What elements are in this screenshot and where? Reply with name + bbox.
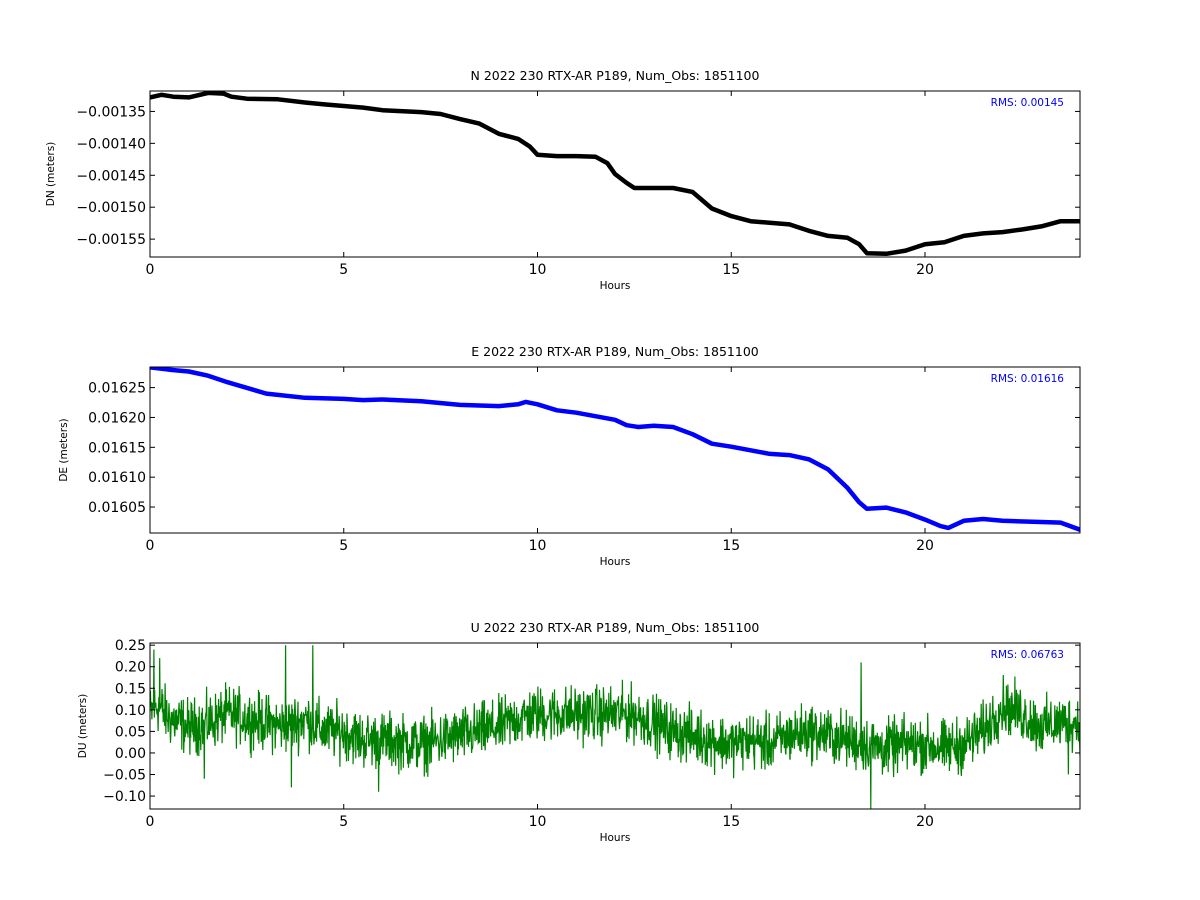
series-line-north [150, 91, 1080, 257]
y-tick-label: 0.01625 [88, 381, 146, 397]
y-tick-label: −0.00140 [76, 136, 146, 152]
x-tick-label: 15 [722, 814, 740, 830]
rms-annotation-east: RMS: 0.01616 [991, 373, 1065, 385]
chart-title-up: U 2022 230 RTX-AR P189, Num_Obs: 1851100 [471, 620, 760, 635]
x-tick-label: 10 [529, 538, 547, 554]
y-tick-label: 0.10 [115, 703, 146, 719]
x-tick-label: 10 [529, 262, 547, 278]
x-tick-label: 10 [529, 814, 547, 830]
x-tick-label: 0 [146, 814, 155, 830]
x-tick-label: 5 [339, 814, 348, 830]
axes-frame-up [149, 642, 1081, 810]
panel-up: 0 5 10 15 20 0.25 0.20 0.15 0.10 0.05 0.00 −0.05 −0.… [77, 620, 1081, 844]
series-line-up [150, 645, 1080, 809]
y-tick-label: −0.00145 [76, 168, 146, 184]
x-tick-label: 0 [146, 538, 155, 554]
y-tick-label: −0.10 [103, 789, 146, 805]
y-axis-label-up: DU (meters) [77, 694, 89, 758]
y-tick-label: 0.01605 [88, 500, 146, 516]
y-tick-label: −0.05 [103, 768, 146, 784]
x-tick-label: 20 [916, 814, 934, 830]
x-tick-label: 20 [916, 538, 934, 554]
x-axis-label-north: Hours [600, 280, 631, 292]
y-tick-label: 0.25 [115, 638, 146, 654]
x-tick-label: 0 [146, 262, 155, 278]
y-tick-label: 0.01620 [88, 410, 146, 426]
rms-annotation-up: RMS: 0.06763 [991, 649, 1064, 661]
x-tick-label: 15 [722, 262, 740, 278]
y-tick-label: 0.20 [115, 660, 146, 676]
x-tick-label: 5 [339, 538, 348, 554]
axes-frame-east [149, 366, 1081, 534]
x-axis-label-up: Hours [600, 832, 631, 844]
axes-frame-north [149, 90, 1081, 258]
x-tick-label: 15 [722, 538, 740, 554]
y-tick-label: 0.00 [115, 746, 146, 762]
y-tick-label: 0.05 [115, 724, 146, 740]
panel-north: 0 5 10 15 20 −0.00135 −0.00140 −0.00145 −0.00150… [45, 68, 1081, 292]
x-tick-label: 20 [916, 262, 934, 278]
y-tick-label: −0.00150 [76, 200, 146, 216]
series-line-east [150, 367, 1080, 532]
chart-title-north: N 2022 230 RTX-AR P189, Num_Obs: 1851100 [471, 68, 760, 83]
rms-annotation-north: RMS: 0.00145 [991, 97, 1064, 109]
chart-title-east: E 2022 230 RTX-AR P189, Num_Obs: 1851100 [471, 344, 759, 359]
y-axis-label-east: DE (meters) [58, 418, 70, 481]
panel-east: 0 5 10 15 20 0.01625 0.01620 0.01615 0.01610 0.01… [58, 344, 1081, 568]
y-tick-label: −0.00135 [76, 104, 146, 120]
y-axis-label-north: DN (meters) [45, 142, 57, 207]
y-tick-label: 0.01610 [88, 470, 146, 486]
y-tick-label: 0.15 [115, 681, 146, 697]
y-tick-label: −0.00155 [76, 232, 146, 248]
y-tick-label: 0.01615 [88, 440, 146, 456]
x-axis-label-east: Hours [600, 556, 631, 568]
x-tick-label: 5 [339, 262, 348, 278]
